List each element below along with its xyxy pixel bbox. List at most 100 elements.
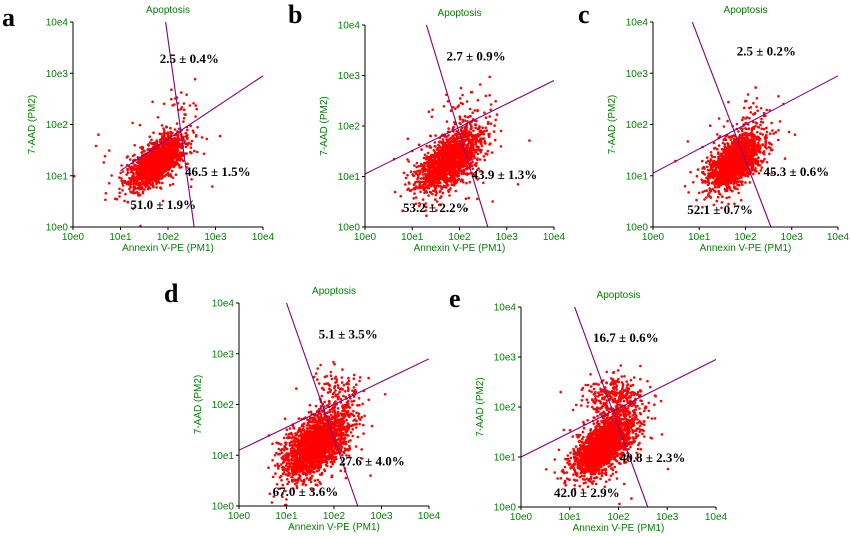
data-point bbox=[765, 130, 769, 134]
data-point bbox=[760, 166, 764, 169]
data-point bbox=[435, 148, 439, 151]
data-point bbox=[712, 203, 716, 207]
data-point bbox=[447, 152, 451, 156]
data-point bbox=[465, 124, 468, 127]
data-point bbox=[476, 152, 480, 156]
data-point bbox=[471, 167, 475, 170]
data-point bbox=[155, 163, 158, 166]
data-point bbox=[424, 190, 427, 193]
data-point bbox=[413, 170, 416, 174]
data-point bbox=[141, 173, 145, 176]
data-point bbox=[752, 133, 755, 136]
data-point bbox=[417, 143, 421, 146]
data-point bbox=[437, 167, 440, 171]
data-point bbox=[163, 131, 166, 135]
data-point bbox=[442, 184, 445, 188]
data-point bbox=[165, 132, 169, 135]
data-point bbox=[431, 108, 434, 111]
data-point bbox=[175, 150, 178, 153]
data-point bbox=[458, 117, 462, 120]
data-point bbox=[425, 155, 429, 158]
data-point bbox=[144, 161, 147, 165]
data-point bbox=[725, 196, 728, 200]
data-point bbox=[121, 170, 125, 173]
data-point bbox=[444, 157, 448, 161]
data-point bbox=[127, 180, 131, 183]
data-point bbox=[133, 185, 137, 188]
data-point bbox=[484, 126, 488, 130]
data-point bbox=[138, 181, 142, 184]
data-point bbox=[711, 155, 714, 159]
data-point bbox=[189, 146, 193, 149]
data-point bbox=[431, 192, 434, 196]
data-point bbox=[438, 141, 442, 144]
data-point bbox=[447, 190, 451, 193]
data-point bbox=[429, 134, 432, 138]
data-point bbox=[154, 155, 157, 158]
points-group bbox=[73, 77, 222, 227]
data-point bbox=[167, 173, 170, 177]
data-point bbox=[477, 127, 481, 131]
data-point bbox=[718, 192, 721, 195]
data-point bbox=[702, 172, 705, 175]
data-point bbox=[744, 147, 748, 150]
data-point bbox=[452, 125, 456, 129]
data-point bbox=[429, 146, 433, 149]
data-point bbox=[726, 142, 729, 145]
data-point bbox=[458, 156, 461, 160]
data-point bbox=[135, 164, 138, 168]
data-point bbox=[721, 195, 724, 198]
data-point bbox=[166, 148, 169, 151]
data-point bbox=[764, 133, 768, 137]
data-point bbox=[172, 150, 175, 153]
data-point bbox=[461, 93, 464, 97]
data-point bbox=[718, 135, 722, 138]
data-point bbox=[765, 161, 769, 164]
data-point bbox=[432, 163, 435, 167]
data-point bbox=[413, 192, 416, 195]
data-point bbox=[736, 183, 739, 187]
data-point bbox=[143, 149, 146, 153]
data-point bbox=[134, 191, 137, 195]
data-point bbox=[153, 165, 157, 169]
data-point bbox=[712, 172, 715, 176]
data-point bbox=[697, 191, 701, 195]
data-point bbox=[189, 124, 192, 128]
data-point bbox=[758, 164, 762, 167]
data-point bbox=[419, 164, 422, 168]
data-point bbox=[746, 170, 750, 174]
data-point bbox=[133, 153, 136, 157]
data-point bbox=[444, 161, 448, 164]
data-point bbox=[738, 173, 741, 176]
data-point bbox=[193, 149, 196, 153]
data-point bbox=[477, 147, 480, 151]
data-point bbox=[454, 189, 458, 193]
data-point bbox=[424, 202, 428, 205]
data-point bbox=[735, 122, 739, 126]
data-point bbox=[423, 188, 426, 191]
data-point bbox=[720, 206, 723, 210]
data-point bbox=[706, 177, 710, 181]
data-point bbox=[165, 125, 169, 129]
data-point bbox=[202, 152, 206, 156]
data-point bbox=[434, 169, 438, 173]
data-point bbox=[453, 158, 456, 161]
data-point bbox=[427, 162, 431, 166]
data-point bbox=[428, 190, 432, 194]
data-point bbox=[747, 127, 751, 130]
data-point bbox=[445, 140, 449, 144]
data-point bbox=[716, 185, 719, 189]
y-tick-label: 10e1 bbox=[46, 171, 69, 182]
data-point bbox=[717, 190, 721, 193]
data-point bbox=[168, 183, 172, 187]
data-point bbox=[118, 176, 121, 179]
data-point bbox=[429, 165, 433, 169]
data-point bbox=[425, 214, 428, 217]
data-point bbox=[406, 188, 409, 191]
data-point bbox=[462, 135, 466, 139]
data-point bbox=[469, 124, 473, 127]
data-point bbox=[155, 180, 159, 184]
data-point bbox=[151, 176, 155, 180]
data-point bbox=[172, 141, 176, 145]
